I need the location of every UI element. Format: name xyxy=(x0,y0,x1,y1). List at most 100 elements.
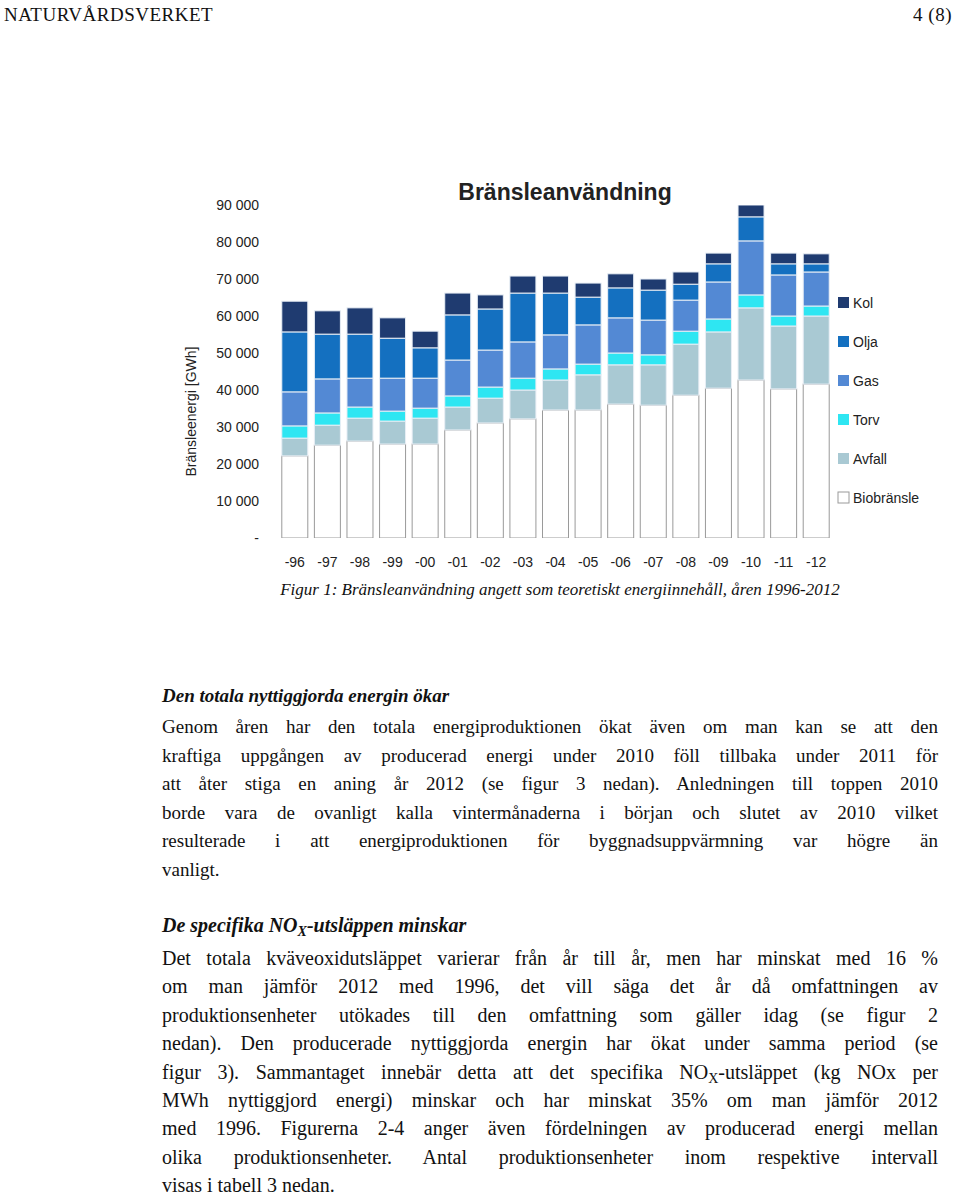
bar-segment xyxy=(510,276,536,293)
bar-segment xyxy=(543,380,569,410)
subscript: X xyxy=(298,924,307,939)
text-run: figur 3). Sammantaget innebär detta att … xyxy=(162,1061,708,1083)
paragraph-line: produktionsenheter utökades till den omf… xyxy=(162,1004,938,1027)
figure-caption: Figur 1: Bränsleanvändning angett som te… xyxy=(0,580,960,600)
bar-segment xyxy=(314,334,340,379)
bar-segment xyxy=(314,445,340,538)
x-tick-label: -06 xyxy=(611,554,631,570)
bars xyxy=(282,205,829,538)
x-tick-label: -04 xyxy=(545,554,565,570)
bar-segment xyxy=(771,326,797,389)
legend-swatch xyxy=(838,453,849,464)
bar-segment xyxy=(803,306,829,316)
bar-segment xyxy=(445,407,471,430)
bar-segment xyxy=(771,275,797,316)
bar-segment xyxy=(705,332,731,388)
bar-segment xyxy=(282,392,308,426)
text-run: om man jämför 2012 med 1996, det vill sä… xyxy=(162,975,938,997)
bar-segment xyxy=(673,344,699,395)
bar-segment xyxy=(445,430,471,538)
bar-segment xyxy=(477,387,503,398)
bar-segment xyxy=(608,318,634,353)
section-heading: De specifika NOX-utsläppen minskar xyxy=(162,914,466,937)
bar-segment xyxy=(705,253,731,264)
text-run: -utsläppet (kg NOx per xyxy=(718,1061,938,1083)
y-tick-label: - xyxy=(254,530,259,546)
bar-segment xyxy=(314,425,340,445)
x-tick-label: -05 xyxy=(578,554,598,570)
y-tick-label: 50 000 xyxy=(216,345,259,361)
x-tick-label: -07 xyxy=(643,554,663,570)
bar-segment xyxy=(412,331,438,348)
bar-segment xyxy=(380,444,406,538)
x-tick-label: -98 xyxy=(350,554,370,570)
bar-segment xyxy=(608,404,634,538)
legend-swatch xyxy=(838,375,849,386)
text-run: Genom åren har den totala energiprodukti… xyxy=(162,716,938,737)
text-run: med 1996. Figurerna 2-4 anger även förde… xyxy=(162,1117,938,1139)
paragraph-line: Genom åren har den totala energiprodukti… xyxy=(162,716,938,738)
page-number: 4 (8) xyxy=(913,4,952,26)
bar-segment xyxy=(510,419,536,538)
bar-segment xyxy=(575,364,601,375)
bar-segment xyxy=(640,365,666,405)
bar-segment xyxy=(738,241,764,295)
text-run: -utsläppen minskar xyxy=(307,914,466,936)
paragraph-line: vanligt. xyxy=(162,859,938,881)
bar-segment xyxy=(705,264,731,282)
y-tick-label: 80 000 xyxy=(216,234,259,250)
bar-segment xyxy=(673,284,699,300)
bar-segment xyxy=(673,331,699,344)
bar-segment xyxy=(282,301,308,332)
y-tick xyxy=(275,390,278,391)
paragraph-line: att åter stiga en aning år 2012 (se figu… xyxy=(162,773,938,795)
bar-segment xyxy=(771,316,797,326)
x-tick-label: -96 xyxy=(285,554,305,570)
paragraph-line: MWh nyttiggjord energi) minskar och har … xyxy=(162,1089,938,1112)
bar-segment xyxy=(477,398,503,423)
y-tick-label: 40 000 xyxy=(216,382,259,398)
y-tick-label: 60 000 xyxy=(216,308,259,324)
page-header-left: NATURVÅRDSVERKET xyxy=(4,4,213,26)
text-run: borde vara de ovanligt kalla vintermånad… xyxy=(162,802,938,823)
paragraph-line: olika produktionsenheter. Antal produkti… xyxy=(162,1146,938,1169)
bar-segment xyxy=(705,319,731,332)
bar-segment xyxy=(282,438,308,456)
paragraph-line: borde vara de ovanligt kalla vintermånad… xyxy=(162,802,938,824)
legend-label: Olja xyxy=(853,334,878,350)
bar-segment xyxy=(477,295,503,309)
text-run: Det totala kväveoxidutsläppet varierar f… xyxy=(162,947,938,969)
bar-segment xyxy=(738,205,764,217)
bar-segment xyxy=(608,288,634,318)
x-tick-label: -01 xyxy=(448,554,468,570)
bar-segment xyxy=(282,426,308,438)
bar-segment xyxy=(771,264,797,275)
bar-segment xyxy=(282,456,308,538)
bar-segment xyxy=(445,360,471,396)
bar-segment xyxy=(477,423,503,538)
bar-segment xyxy=(477,309,503,350)
chart-title: Bränsleanvändning xyxy=(458,179,671,205)
bar-segment xyxy=(738,295,764,308)
legend-label: Gas xyxy=(853,373,879,389)
legend-label: Biobränsle xyxy=(853,490,919,506)
x-tick-label: -00 xyxy=(415,554,435,570)
bar-segment xyxy=(543,335,569,369)
bar-segment xyxy=(510,378,536,390)
text-run: att åter stiga en aning år 2012 (se figu… xyxy=(162,773,938,794)
bar-segment xyxy=(445,315,471,360)
y-tick xyxy=(275,427,278,428)
legend-swatch xyxy=(838,336,849,347)
text-run: resulterade i att energiproduktionen för… xyxy=(162,830,938,851)
legend-swatch xyxy=(838,414,849,425)
bar-segment xyxy=(640,279,666,290)
paragraph-line: Det totala kväveoxidutsläppet varierar f… xyxy=(162,947,938,970)
text-run: kraftiga uppgången av producerad energi … xyxy=(162,745,938,766)
x-tick-label: -08 xyxy=(676,554,696,570)
legend-label: Kol xyxy=(853,295,873,311)
bar-segment xyxy=(575,283,601,297)
bar-segment xyxy=(803,272,829,306)
y-tick xyxy=(275,501,278,502)
x-tick-label: -09 xyxy=(708,554,728,570)
y-tick-label: 30 000 xyxy=(216,419,259,435)
